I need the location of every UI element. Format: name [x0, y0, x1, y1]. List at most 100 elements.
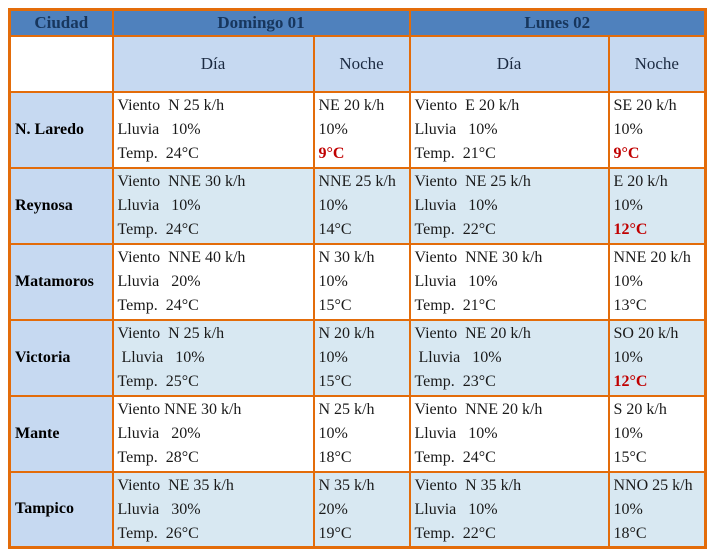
- domingo-noche-cell: N 30 k/h 10% 15°C: [312, 242, 411, 321]
- rain-line: Lluvia 10%: [414, 272, 498, 290]
- lunes-noche-cell: SE 20 k/h 10% 9°C: [607, 90, 707, 169]
- wind-line: E 20 k/h: [613, 172, 668, 190]
- wind-line: N 25 k/h: [318, 400, 375, 418]
- city-name-cell: Tampico: [8, 470, 114, 548]
- wind-line: S 20 k/h: [613, 400, 667, 418]
- rain-line: Lluvia 10%: [117, 196, 201, 214]
- temp-line: Temp. 23°C: [414, 372, 496, 390]
- lunes-dia-cell: Viento NNE 20 k/h Lluvia 10% Temp. 24°C: [408, 394, 610, 473]
- wind-line: NNE 20 k/h: [613, 248, 691, 266]
- rain-line: 10%: [318, 272, 348, 290]
- rain-line: Lluvia 30%: [117, 500, 201, 518]
- rain-line: 10%: [318, 424, 348, 442]
- city-name-cell: N. Laredo: [8, 90, 114, 169]
- temp-line: 9°C: [613, 144, 640, 162]
- temp-line: 15°C: [613, 448, 647, 466]
- lunes-dia-cell: Viento NE 25 k/h Lluvia 10% Temp. 22°C: [408, 166, 610, 245]
- temp-line: Temp. 25°C: [117, 372, 199, 390]
- rain-line: Lluvia 10%: [414, 500, 498, 518]
- rain-line: 20%: [318, 500, 348, 518]
- table-body: N. Laredo Viento N 25 k/h Lluvia 10% Temp. …: [8, 90, 707, 548]
- wind-line: Viento NE 25 k/h: [414, 172, 531, 190]
- lunes-dia-cell: Viento NNE 30 k/h Lluvia 10% Temp. 21°C: [408, 242, 610, 321]
- wind-line: SO 20 k/h: [613, 324, 679, 342]
- temp-line: Temp. 22°C: [414, 524, 496, 542]
- rain-line: 10%: [613, 424, 643, 442]
- rain-line: 10%: [613, 348, 643, 366]
- temp-line: Temp. 24°C: [117, 144, 199, 162]
- subheader-domingo-dia: Día: [111, 34, 315, 93]
- wind-line: Viento NE 20 k/h: [414, 324, 531, 342]
- lunes-noche-cell: NNE 20 k/h 10% 13°C: [607, 242, 707, 321]
- table-row-tampico: Tampico Viento NE 35 k/h Lluvia 30% Temp. 2…: [8, 470, 707, 548]
- header-row-days: Ciudad Domingo 01 Lunes 02: [8, 8, 707, 37]
- header-lunes: Lunes 02: [408, 8, 707, 37]
- rain-line: 10%: [318, 120, 348, 138]
- table-row-reynosa: Reynosa Viento NNE 30 k/h Lluvia 10% Temp. …: [8, 166, 707, 245]
- wind-line: NNE 25 k/h: [318, 172, 396, 190]
- weather-forecast-table: Ciudad Domingo 01 Lunes 02 Día Noche Día…: [8, 8, 708, 549]
- domingo-dia-cell: Viento NNE 40 k/h Lluvia 20% Temp. 24°C: [111, 242, 315, 321]
- corner-empty-cell: [8, 34, 114, 93]
- wind-line: Viento NNE 30 k/h: [117, 172, 246, 190]
- domingo-noche-cell: N 20 k/h 10% 15°C: [312, 318, 411, 397]
- table-row-n-laredo: N. Laredo Viento N 25 k/h Lluvia 10% Temp. …: [8, 90, 707, 169]
- corner-header-ciudad: Ciudad: [8, 8, 114, 37]
- wind-line: Viento NNE 40 k/h: [117, 248, 246, 266]
- lunes-dia-cell: Viento E 20 k/h Lluvia 10% Temp. 21°C: [408, 90, 610, 169]
- table-row-victoria: Victoria Viento N 25 k/h Lluvia 10% Temp. …: [8, 318, 707, 397]
- temp-line: 12°C: [613, 372, 648, 390]
- subheader-domingo-noche: Noche: [312, 34, 411, 93]
- lunes-noche-cell: SO 20 k/h 10% 12°C: [607, 318, 707, 397]
- temp-line: Temp. 24°C: [117, 220, 199, 238]
- subheader-lunes-dia: Día: [408, 34, 610, 93]
- subheader-lunes-noche: Noche: [607, 34, 707, 93]
- lunes-dia-cell: Viento N 35 k/h Lluvia 10% Temp. 22°C: [408, 470, 610, 548]
- rain-line: Lluvia 20%: [117, 272, 201, 290]
- temp-line: Temp. 26°C: [117, 524, 199, 542]
- wind-line: N 20 k/h: [318, 324, 375, 342]
- wind-line: Viento N 25 k/h: [117, 324, 225, 342]
- temp-line: Temp. 21°C: [414, 144, 496, 162]
- rain-line: 10%: [613, 500, 643, 518]
- wind-line: Viento NNE 20 k/h: [414, 400, 543, 418]
- temp-line: 15°C: [318, 372, 352, 390]
- temp-line: 14°C: [318, 220, 352, 238]
- domingo-dia-cell: Viento NNE 30 k/h Lluvia 20% Temp. 28°C: [111, 394, 315, 473]
- rain-line: 10%: [613, 272, 643, 290]
- wind-line: N 35 k/h: [318, 476, 375, 494]
- wind-line: SE 20 k/h: [613, 96, 677, 114]
- domingo-dia-cell: Viento N 25 k/h Lluvia 10% Temp. 25°C: [111, 318, 315, 397]
- rain-line: Lluvia 10%: [414, 120, 498, 138]
- table-row-mante: Mante Viento NNE 30 k/h Lluvia 20% Temp. 28…: [8, 394, 707, 473]
- wind-line: NNO 25 k/h: [613, 476, 693, 494]
- temp-line: Temp. 24°C: [414, 448, 496, 466]
- temp-line: 9°C: [318, 144, 345, 162]
- rain-line: Lluvia 20%: [117, 424, 201, 442]
- domingo-dia-cell: Viento N 25 k/h Lluvia 10% Temp. 24°C: [111, 90, 315, 169]
- temp-line: Temp. 24°C: [117, 296, 199, 314]
- rain-line: 10%: [613, 120, 643, 138]
- domingo-noche-cell: NNE 25 k/h 10% 14°C: [312, 166, 411, 245]
- temp-line: 18°C: [318, 448, 352, 466]
- temp-line: 12°C: [613, 220, 648, 238]
- domingo-dia-cell: Viento NNE 30 k/h Lluvia 10% Temp. 24°C: [111, 166, 315, 245]
- wind-line: Viento NE 35 k/h: [117, 476, 234, 494]
- lunes-noche-cell: S 20 k/h 10% 15°C: [607, 394, 707, 473]
- lunes-dia-cell: Viento NE 20 k/h Lluvia 10% Temp. 23°C: [408, 318, 610, 397]
- temp-line: 18°C: [613, 524, 647, 542]
- temp-line: 15°C: [318, 296, 352, 314]
- temp-line: 19°C: [318, 524, 352, 542]
- domingo-dia-cell: Viento NE 35 k/h Lluvia 30% Temp. 26°C: [111, 470, 315, 548]
- domingo-noche-cell: N 25 k/h 10% 18°C: [312, 394, 411, 473]
- rain-line: Lluvia 10%: [117, 348, 205, 366]
- header-domingo: Domingo 01: [111, 8, 411, 37]
- city-name-cell: Reynosa: [8, 166, 114, 245]
- temp-line: Temp. 22°C: [414, 220, 496, 238]
- city-name-cell: Matamoros: [8, 242, 114, 321]
- rain-line: 10%: [613, 196, 643, 214]
- temp-line: 13°C: [613, 296, 647, 314]
- rain-line: Lluvia 10%: [414, 348, 502, 366]
- city-name-cell: Mante: [8, 394, 114, 473]
- domingo-noche-cell: NE 20 k/h 10% 9°C: [312, 90, 411, 169]
